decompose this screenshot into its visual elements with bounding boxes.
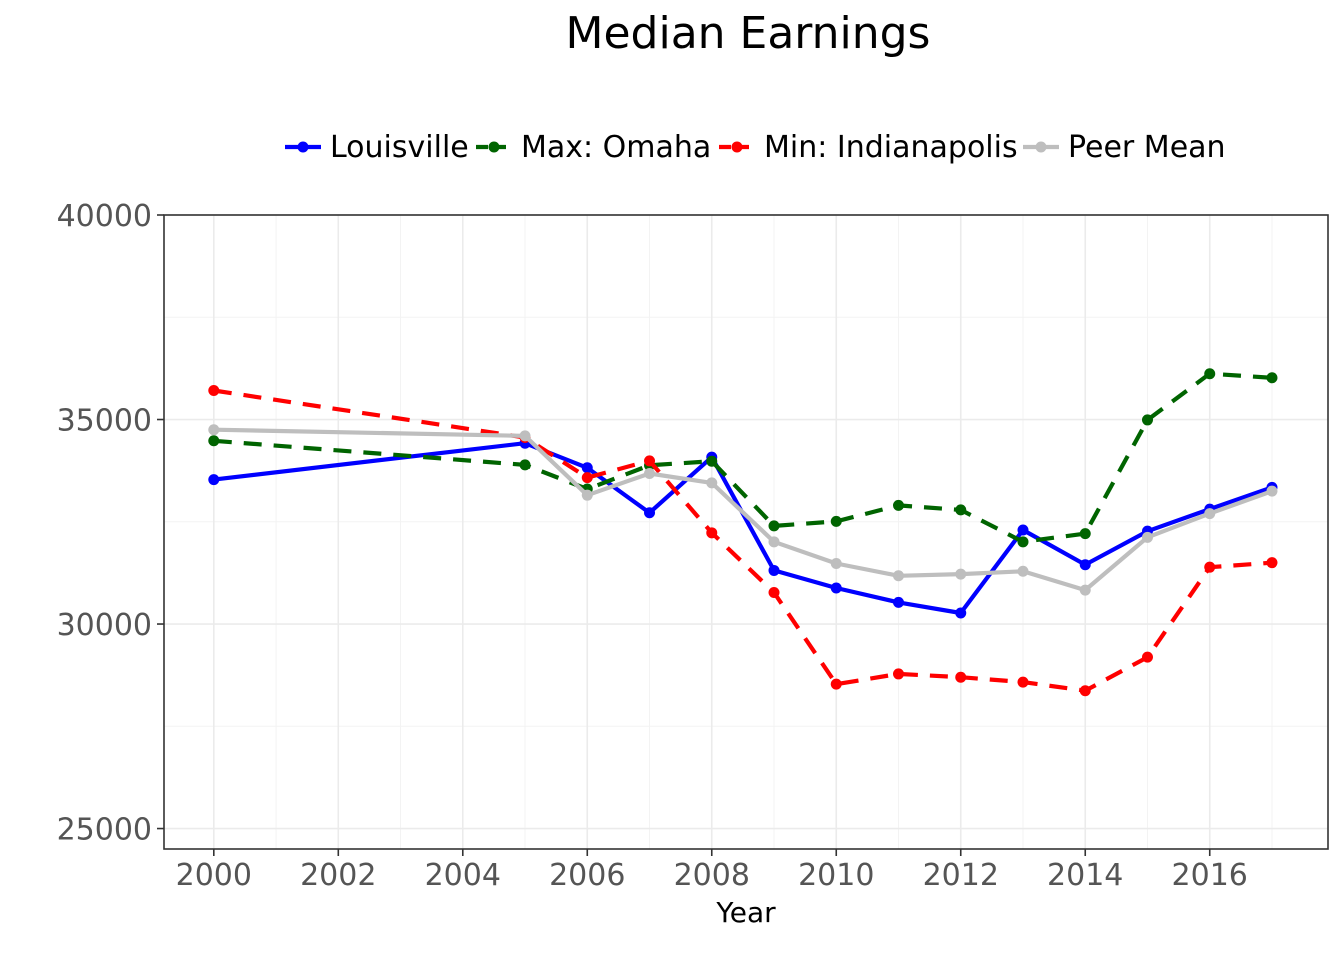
x-tick-label: 2006 [549,858,625,893]
data-point [208,384,220,396]
data-point [1079,559,1091,571]
x-tick-label: 2002 [300,858,376,893]
data-point [768,587,780,599]
y-tick-label: 40000 [57,199,152,234]
series-line [213,441,1273,616]
legend-key-point [731,141,743,153]
data-point [644,468,656,480]
data-point [768,520,780,532]
x-tick-label: 2004 [425,858,501,893]
panel-border [163,214,1329,850]
data-point [768,564,780,576]
data-point [830,557,842,569]
x-tick-label: 2010 [798,858,874,893]
data-point [644,507,656,519]
legend-item: Max: Omaha [476,130,711,165]
grid [164,214,1328,849]
data-point [208,424,220,436]
series-line [213,427,1273,593]
legend-item: Peer Mean [1023,130,1226,165]
chart-title: Median Earnings [566,8,931,59]
data-point [1079,584,1091,596]
data-point [1079,528,1091,540]
data-point [1017,536,1029,548]
data-point [1141,651,1153,663]
x-tick-label: 2016 [1172,858,1248,893]
legend-item: Louisville [285,130,469,165]
x-tick-label: 2008 [674,858,750,893]
data-point [581,489,593,501]
data-point [581,472,593,484]
data-point [1204,508,1216,520]
legend-item: Min: Indianapolis [719,130,1018,165]
series-line [213,388,1273,693]
y-tick-label: 30000 [57,608,152,643]
data-point [1017,676,1029,688]
data-point [1266,485,1278,497]
data-point [955,671,967,683]
x-axis-title: Year [715,896,776,929]
data-point [955,607,967,619]
series-layer [208,368,1278,697]
data-point [644,455,656,467]
data-point [208,435,220,447]
data-point [1204,561,1216,573]
data-point [893,596,905,608]
data-point [830,515,842,527]
data-point [706,477,718,489]
data-point [1204,368,1216,380]
series-louisville [208,437,1278,619]
data-point [706,527,718,539]
y-axis: 25000 30000 35000 40000 [57,199,164,848]
x-axis: 2000 2002 2004 2006 2008 2010 2012 2014 2016 [176,849,1248,893]
legend-label: Louisville [330,130,469,165]
data-point [581,462,593,474]
data-point [893,668,905,680]
x-tick-label: 2012 [923,858,999,893]
legend-key-point [1035,141,1047,153]
series-line [213,371,1273,544]
data-point [1141,414,1153,426]
legend-key-point [297,141,309,153]
data-point [893,570,905,582]
x-tick-label: 2000 [176,858,252,893]
data-point [1017,524,1029,536]
data-point [768,536,780,548]
data-point [208,474,220,486]
data-point [1266,372,1278,384]
data-point [706,455,718,467]
data-point [1141,531,1153,543]
legend-label: Max: Omaha [521,130,711,165]
data-point [830,678,842,690]
legend-key-point [488,141,500,153]
series-peer-mean [208,424,1278,596]
legend: Louisville Max: Omaha Min: Indianapolis Pee… [285,130,1226,165]
data-point [1017,565,1029,577]
legend-label: Peer Mean [1068,130,1226,165]
legend-label: Min: Indianapolis [764,130,1018,165]
data-point [830,582,842,594]
data-point [519,430,531,442]
data-point [955,504,967,516]
y-tick-label: 35000 [57,404,152,439]
data-point [893,499,905,511]
data-point [1079,685,1091,697]
y-tick-label: 25000 [57,813,152,848]
data-point [1266,557,1278,569]
x-tick-label: 2014 [1047,858,1123,893]
data-point [955,568,967,580]
data-point [519,459,531,471]
series-max-omaha [208,368,1278,548]
